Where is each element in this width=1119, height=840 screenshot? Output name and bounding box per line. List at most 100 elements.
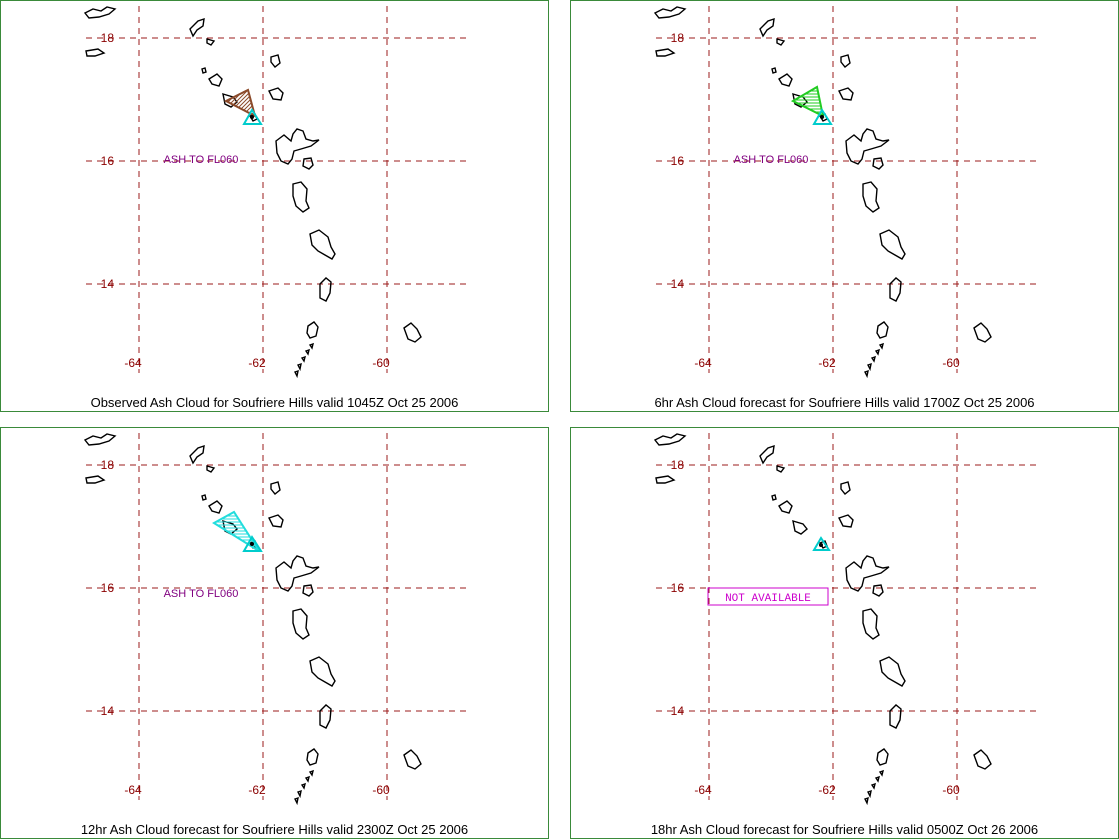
island-outline: [294, 369, 299, 379]
island-outline: [403, 749, 422, 770]
island-outline: [864, 796, 869, 806]
island-outline: [206, 465, 216, 473]
grid-lines: [656, 6, 1039, 373]
island-outline: [83, 433, 117, 446]
island-outline: [840, 54, 851, 68]
grid-lines: [656, 433, 1039, 800]
island-outline: [778, 73, 793, 87]
island-outline: [268, 514, 284, 528]
volcano-dot: [250, 542, 254, 546]
lon-label: -64: [124, 783, 142, 797]
island-outline: [792, 519, 808, 535]
island-outline: [306, 748, 319, 766]
island-outline: [838, 514, 854, 528]
lon-label: -60: [372, 356, 390, 370]
map-observed: 18 16 14 -64 -62 -60 ASH TO FL060: [83, 6, 469, 379]
grid-lines: [86, 6, 469, 373]
coastlines: [653, 6, 992, 379]
island-outline: [655, 475, 676, 484]
island-outline: [302, 157, 314, 170]
island-outline: [275, 128, 320, 165]
island-outline: [653, 6, 687, 19]
island-outline: [319, 277, 332, 302]
lat-label: 14: [101, 704, 115, 718]
lon-label: -64: [694, 783, 712, 797]
island-outline: [294, 796, 299, 806]
island-outline: [85, 48, 106, 57]
panel-12hr: 18 16 14 -64 -62 -60 ASH TO FL060 12hr Ash Clo…: [0, 427, 549, 839]
ash-cloud-hatch: [226, 90, 255, 116]
lon-label: -64: [694, 356, 712, 370]
coastlines: [83, 6, 422, 379]
lat-label: 18: [101, 31, 115, 45]
annotation-text: NOT AVAILABLE: [725, 593, 811, 605]
island-outline: [840, 481, 851, 495]
island-outline: [304, 775, 310, 783]
island-outline: [845, 128, 890, 165]
panel-caption: 18hr Ash Cloud forecast for Soufriere Hi…: [650, 822, 1039, 837]
island-outline: [208, 73, 223, 87]
island-outline: [845, 555, 890, 592]
island-outline: [309, 229, 336, 260]
island-outline: [771, 494, 777, 501]
volcano-dot: [250, 115, 254, 119]
ash-cloud-polygon: [790, 85, 825, 118]
panel-caption: Observed Ash Cloud for Soufriere Hills v…: [90, 395, 459, 410]
volcano-vent-marker: [812, 108, 833, 125]
island-outline: [309, 656, 336, 687]
island-outline: [879, 656, 906, 687]
island-outline: [872, 584, 884, 597]
panel-18hr: 18 16 14 -64 -62 -60 NOT AVAILABLE 18hr Ash Cl…: [570, 427, 1119, 839]
island-outline: [297, 789, 302, 799]
lat-label: 14: [671, 277, 685, 291]
coastlines: [83, 433, 422, 806]
volcano-vent-marker: [812, 536, 831, 551]
island-outline: [304, 348, 310, 356]
panel-6hr: 18 16 14 -64 -62 -60 ASH TO FL060 6hr Ash Clou…: [570, 0, 1119, 412]
island-outline: [206, 38, 216, 46]
island-outline: [878, 769, 884, 777]
lon-label: -64: [124, 356, 142, 370]
island-outline: [872, 157, 884, 170]
ash-cloud-hatch: [214, 512, 259, 550]
island-outline: [874, 775, 880, 783]
island-outline: [319, 704, 332, 729]
island-outline: [874, 348, 880, 356]
island-outline: [838, 87, 854, 101]
island-outline: [653, 433, 687, 446]
island-outline: [889, 704, 902, 729]
island-outline: [189, 444, 205, 465]
grid-lines: [86, 433, 469, 800]
lat-label: 14: [101, 277, 115, 291]
island-outline: [862, 608, 880, 640]
island-outline: [876, 321, 889, 339]
island-outline: [776, 38, 786, 46]
island-outline: [973, 322, 992, 343]
lon-label: -62: [818, 356, 836, 370]
island-outline: [759, 444, 775, 465]
lon-label: -60: [942, 783, 960, 797]
island-outline: [867, 362, 872, 372]
lon-label: -62: [248, 356, 266, 370]
island-outline: [85, 475, 106, 484]
island-outline: [208, 500, 223, 514]
island-outline: [270, 54, 281, 68]
island-outline: [306, 321, 319, 339]
island-outline: [864, 369, 869, 379]
island-outline: [879, 229, 906, 260]
annotation-text: ASH TO FL060: [164, 154, 239, 166]
not-available-box: [707, 587, 829, 606]
island-outline: [83, 6, 117, 19]
island-outline: [292, 608, 310, 640]
island-outline: [867, 789, 872, 799]
volcano-vent-marker: [242, 108, 263, 125]
coastlines: [653, 433, 992, 806]
lat-label: 16: [671, 581, 685, 595]
island-outline: [308, 342, 314, 350]
island-outline: [308, 769, 314, 777]
island-outline: [275, 555, 320, 592]
lon-label: -62: [818, 783, 836, 797]
panel-observed: 18 16 14 -64 -62 -60 ASH TO FL060 Observed Ash…: [0, 0, 549, 412]
island-outline: [870, 355, 876, 363]
annotation-text: ASH TO FL060: [164, 588, 239, 600]
